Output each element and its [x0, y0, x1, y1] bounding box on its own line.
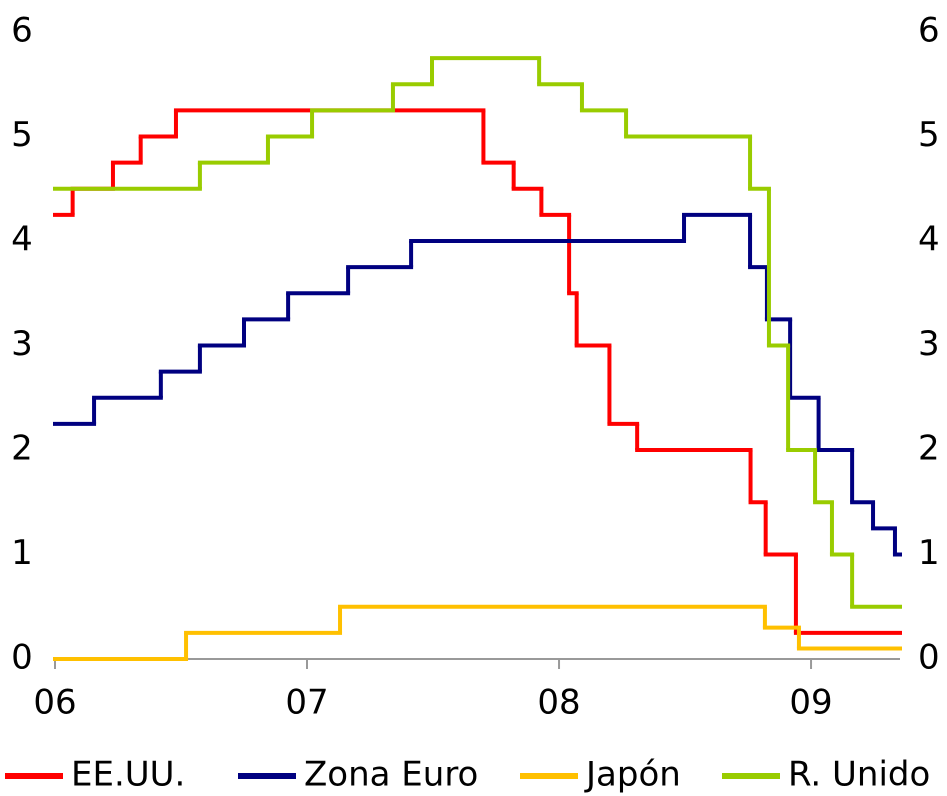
legend-label: R. Unido	[788, 755, 930, 795]
x-tick-label: 09	[789, 683, 832, 723]
x-tick-label: 06	[33, 683, 76, 723]
y2-tick-label: 3	[918, 324, 940, 364]
y2-tick-label: 4	[918, 220, 940, 260]
y-tick-label: 4	[11, 220, 33, 260]
legend-label: Japón	[584, 755, 681, 795]
y2-tick-label: 0	[918, 638, 940, 678]
legend-label: EE.UU.	[71, 755, 185, 795]
y-tick-label: 3	[11, 324, 33, 364]
legend-label: Zona Euro	[304, 755, 478, 795]
y-tick-label: 0	[11, 638, 33, 678]
y-tick-label: 6	[11, 11, 33, 51]
y2-tick-label: 6	[918, 11, 940, 51]
x-tick-label: 07	[285, 683, 328, 723]
y-tick-label: 2	[11, 429, 33, 469]
y-tick-label: 1	[11, 533, 33, 573]
y2-tick-label: 2	[918, 429, 940, 469]
y2-tick-label: 1	[918, 533, 940, 573]
y-tick-label: 5	[11, 115, 33, 155]
x-tick-label: 08	[537, 683, 580, 723]
y2-tick-label: 5	[918, 115, 940, 155]
